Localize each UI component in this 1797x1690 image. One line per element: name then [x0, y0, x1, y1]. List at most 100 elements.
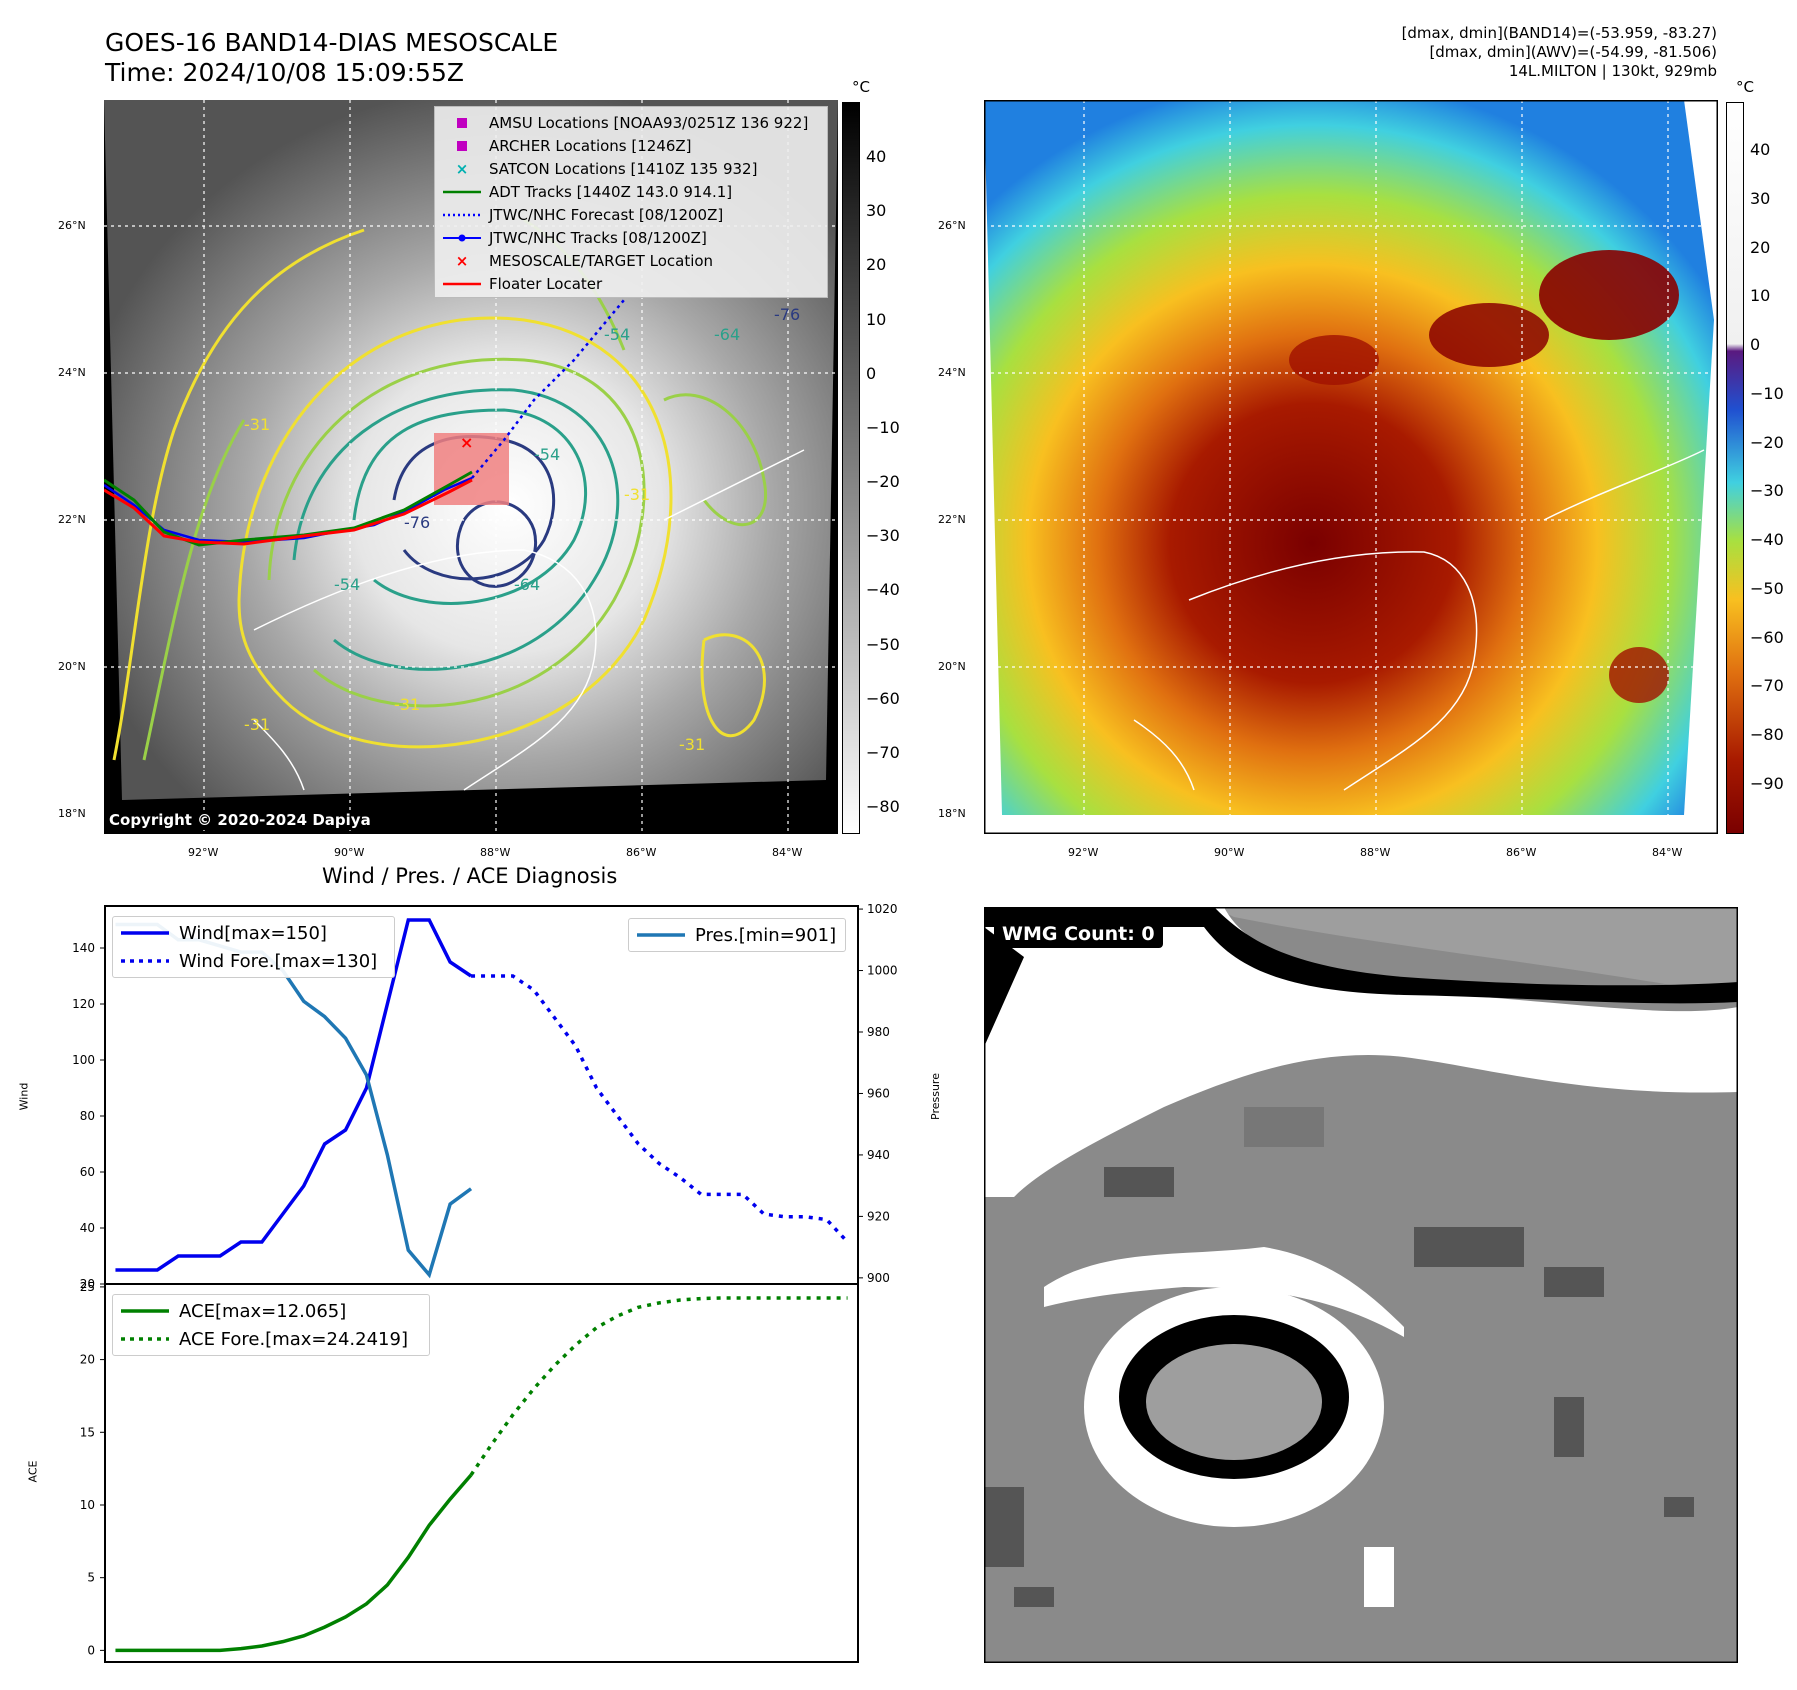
pressure-tick-label: 920 [867, 1209, 890, 1223]
awv-lat-label-18: 18°N [938, 807, 966, 820]
colorbar-left-tick: 0 [866, 363, 877, 383]
legend-target: × MESOSCALE/TARGET Location [455, 251, 714, 270]
contour-labels: -31 -31 -31 -31 -31 -54 -54 -54 -64 -64 … [244, 305, 800, 754]
figure-time: Time: 2024/10/08 15:09:55Z [105, 58, 464, 87]
lon-label-88: 88°W [480, 846, 511, 859]
colorbar-right-tick: 30 [1750, 188, 1771, 208]
wind-axis-label: Wind [17, 1082, 31, 1111]
legend-pressure: Pres.[min=901] [637, 924, 837, 946]
wind-tick-label: 100 [72, 1053, 95, 1067]
pressure-tick-label: 900 [867, 1271, 890, 1285]
colorbar-right-tick: −10 [1750, 383, 1784, 403]
ace-legend: ACE[max=12.065] ACE Fore.[max=24.2419] [112, 1294, 430, 1356]
colorbar-left-tick: −70 [866, 742, 900, 762]
awv-coastline [1133, 449, 1705, 791]
ace-tick-label: 5 [87, 1571, 95, 1585]
legend-wind: Wind[max=150] [121, 922, 327, 944]
ace-axis-label: ACE [26, 1460, 40, 1483]
svg-text:-31: -31 [624, 485, 650, 504]
colorbar-right-tick: 40 [1750, 140, 1771, 159]
series-ace [115, 1473, 473, 1653]
ace-tick-label: 0 [87, 1643, 95, 1657]
lat-label-26: 26°N [58, 219, 86, 232]
awv-gridlines [984, 100, 1718, 834]
wind-tick-label: 120 [72, 997, 95, 1011]
colorbar-right-tick: −50 [1750, 578, 1784, 598]
colorbar-right-tick: −20 [1750, 432, 1784, 452]
legend-satcon: × SATCON Locations [1410Z 135 932] [455, 159, 758, 178]
legend-wind-forecast: Wind Fore.[max=130] [121, 950, 378, 972]
meta-band14: [dmax, dmin](BAND14)=(-53.959, -83.27) [1401, 24, 1717, 42]
colorbar-left-unit: °C [852, 78, 870, 96]
ace-tick-label: 10 [80, 1498, 95, 1512]
colorbar-right-tick: 0 [1750, 335, 1761, 355]
colorbar-right-tick: −80 [1750, 725, 1784, 745]
legend-floater: Floater Locater [443, 274, 603, 293]
lon-label-86: 86°W [626, 846, 657, 859]
legend-archer: ARCHER Locations [1246Z] [443, 134, 819, 157]
svg-text:-54: -54 [534, 445, 560, 464]
legend-jtwc-tracks: JTWC/NHC Tracks [08/1200Z] [443, 226, 819, 249]
legend-ace-forecast: ACE Fore.[max=24.2419] [121, 1328, 408, 1350]
colorbar-right-tick: 20 [1750, 237, 1771, 257]
lat-label-24: 24°N [58, 366, 86, 379]
colorbar-left-tick: −80 [866, 797, 900, 816]
pressure-tick-label: 940 [867, 1148, 890, 1162]
awv-map-panel [984, 100, 1718, 834]
colorbar-right-tick: −90 [1750, 774, 1784, 793]
legend-adt: ADT Tracks [1440Z 143.0 914.1] [443, 182, 733, 201]
colorbar-left-tick: 40 [866, 147, 887, 166]
lat-label-18: 18°N [58, 807, 86, 820]
legend-ace: ACE[max=12.065] [121, 1300, 347, 1322]
svg-text:-31: -31 [679, 735, 705, 754]
wind-legend: Wind[max=150] Wind Fore.[max=130] [112, 916, 395, 978]
pressure-tick-label: 1000 [867, 964, 898, 978]
adt-track [104, 470, 473, 547]
colorbar-left-tick: −60 [866, 688, 900, 708]
svg-text:-76: -76 [404, 513, 430, 532]
copyright-badge: Copyright © 2020-2024 Dapiya [104, 810, 376, 830]
awv-lon-label-86: 86°W [1506, 846, 1537, 859]
colorbar-left-tick: 20 [866, 255, 887, 275]
pressure-tick-label: 1020 [867, 902, 898, 916]
awv-lon-label-84: 84°W [1652, 846, 1683, 859]
svg-text:-31: -31 [394, 695, 420, 714]
colorbar-right-tick: −30 [1750, 481, 1784, 501]
lon-label-90: 90°W [334, 846, 365, 859]
colorbar-right-tick: −60 [1750, 627, 1784, 647]
svg-text:-31: -31 [244, 415, 270, 434]
awv-lat-label-24: 24°N [938, 366, 966, 379]
colorbar-right-tick: −70 [1750, 676, 1784, 696]
ace-tick-label: 25 [80, 1280, 95, 1294]
eye [1146, 1344, 1322, 1460]
pressure-tick-label: 980 [867, 1025, 890, 1039]
colorbar-right-tick: 10 [1750, 286, 1771, 306]
chart-title: Wind / Pres. / ACE Diagnosis [322, 864, 618, 888]
wmg-count-badge: WMG Count: 0 [994, 920, 1163, 948]
svg-text:-76: -76 [774, 305, 800, 324]
svg-text:-54: -54 [334, 575, 360, 594]
lat-label-20: 20°N [58, 660, 86, 673]
series-ace-fore- [469, 1296, 848, 1476]
meta-block: [dmax, dmin](BAND14)=(-53.959, -83.27) [… [1117, 24, 1717, 81]
meta-awv: [dmax, dmin](AWV)=(-54.99, -81.506) [1429, 43, 1717, 61]
awv-lon-label-90: 90°W [1214, 846, 1245, 859]
figure-title: GOES-16 BAND14-DIAS MESOSCALE [105, 28, 559, 57]
legend-jtwc-forecast: JTWC/NHC Forecast [08/1200Z] [443, 205, 724, 224]
diagnosis-chart: 2040608010012014090092094096098010001020… [72, 902, 898, 1663]
colorbar-right [1726, 102, 1744, 834]
pressure-axis-label: Pressure [928, 1073, 942, 1120]
colorbar-left-tick: −50 [866, 634, 900, 654]
legend-amsu: AMSU Locations [NOAA93/0251Z 136 922] [443, 111, 819, 134]
map-legend: AMSU Locations [NOAA93/0251Z 136 922] AR… [434, 106, 828, 298]
colorbar-left-tick: −30 [866, 526, 900, 546]
colorbar-left-tick: −40 [866, 580, 900, 600]
colorbar-left [842, 102, 860, 834]
svg-text:-31: -31 [244, 715, 270, 734]
series-wind-fore- [471, 974, 849, 1244]
wind-tick-label: 40 [80, 1221, 95, 1235]
awv-lat-label-20: 20°N [938, 660, 966, 673]
colorbar-right-tick: −40 [1750, 530, 1784, 550]
jtwc-forecast-track [471, 299, 625, 479]
colorbar-left-tick: 10 [866, 309, 887, 329]
